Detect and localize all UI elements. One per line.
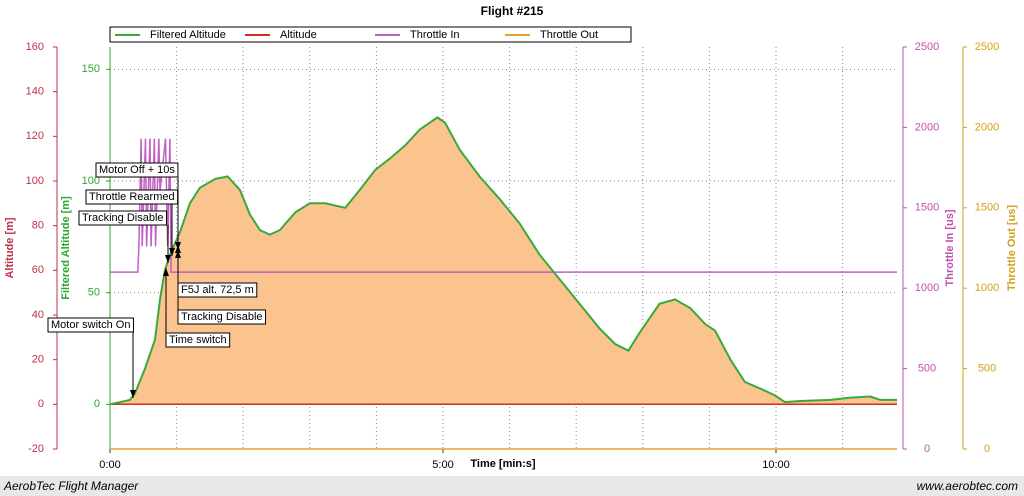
annotation-label: Motor switch On xyxy=(51,319,130,331)
chart-title: Flight #215 xyxy=(481,4,544,18)
y-axis-title: Filtered Altitude [m] xyxy=(60,196,72,300)
y-tick-label: 160 xyxy=(26,41,44,53)
y-tick-label: 2000 xyxy=(915,121,939,133)
annotation-label: Motor Off + 10s xyxy=(99,164,175,176)
x-tick-label: 0:00 xyxy=(99,459,120,471)
annotation-label: Throttle Rearmed xyxy=(89,191,175,203)
y-tick-label: 80 xyxy=(32,220,44,232)
y-tick-label: 60 xyxy=(32,264,44,276)
x-tick-label: 5:00 xyxy=(432,459,453,471)
y-tick-label: 0 xyxy=(38,398,44,410)
y-tick-label: 0 xyxy=(94,398,100,410)
x-tick-label: 10:00 xyxy=(762,459,790,471)
annotation: F5J alt. 72,5 m xyxy=(175,245,258,298)
annotation: Tracking Disable xyxy=(78,210,171,263)
x-axis-title: Time [min:s] xyxy=(470,458,536,470)
y-tick-label: 120 xyxy=(26,130,44,142)
legend-box xyxy=(109,26,632,43)
annotation-label: F5J alt. 72,5 m xyxy=(181,284,254,296)
series-line xyxy=(109,116,897,406)
annotation-box xyxy=(177,309,267,325)
annotation-label: Time switch xyxy=(169,334,227,346)
y-tick-label: 140 xyxy=(26,86,44,98)
y-tick-label: 2500 xyxy=(915,41,939,53)
annotation: Tracking Disable xyxy=(175,250,267,325)
y-tick-label: 1500 xyxy=(915,202,939,214)
annotation: Throttle Rearmed xyxy=(85,189,179,256)
annotation-arrowhead xyxy=(130,390,136,398)
annotation-label: Tracking Disable xyxy=(82,212,164,224)
y-tick-label: 500 xyxy=(978,363,996,375)
y-tick-label: 1000 xyxy=(915,282,939,294)
y-tick-label: 150 xyxy=(82,63,100,75)
annotation: Motor switch On xyxy=(47,317,136,398)
annotation-box xyxy=(95,162,179,178)
legend-label: Filtered Altitude xyxy=(150,29,226,41)
annotation-box xyxy=(165,332,231,348)
area xyxy=(110,117,897,405)
annotation-box xyxy=(47,317,134,333)
annotation-arrowhead xyxy=(165,255,171,263)
annotation-arrowhead xyxy=(169,248,175,256)
footer-left: AerobTec Flight Manager xyxy=(3,479,139,493)
y-tick-label: 20 xyxy=(32,354,44,366)
y-tick-label: 2000 xyxy=(975,121,999,133)
annotation-box xyxy=(78,210,168,226)
y-tick-label: 1000 xyxy=(975,282,999,294)
y-tick-label: 2500 xyxy=(975,41,999,53)
y-axis-title: Throttle Out [us] xyxy=(1006,205,1018,291)
footer-bar xyxy=(0,476,1024,496)
legend-label: Throttle Out xyxy=(540,29,598,41)
y-tick-label: 1500 xyxy=(975,202,999,214)
annotation: Time switch xyxy=(163,268,231,348)
legend-label: Throttle In xyxy=(410,29,460,41)
y-tick-label: -20 xyxy=(28,443,44,455)
annotation-box xyxy=(85,189,179,205)
annotation-label: Tracking Disable xyxy=(181,311,263,323)
annotation-arrowhead xyxy=(175,250,181,258)
annotation-arrowhead xyxy=(163,268,169,276)
annotation-arrowhead xyxy=(175,245,181,253)
y-tick-label: 0 xyxy=(984,443,990,455)
y-tick-label: 0 xyxy=(924,443,930,455)
y-tick-label: 40 xyxy=(32,309,44,321)
y-axis-title: Altitude [m] xyxy=(4,217,16,278)
y-tick-label: 100 xyxy=(26,175,44,187)
footer-right: www.aerobtec.com xyxy=(917,479,1018,493)
y-tick-label: 100 xyxy=(82,175,100,187)
legend-label: Altitude xyxy=(280,29,317,41)
y-tick-label: 500 xyxy=(918,363,936,375)
y-tick-label: 50 xyxy=(88,287,100,299)
y-axis-title: Throttle In [us] xyxy=(944,209,956,286)
